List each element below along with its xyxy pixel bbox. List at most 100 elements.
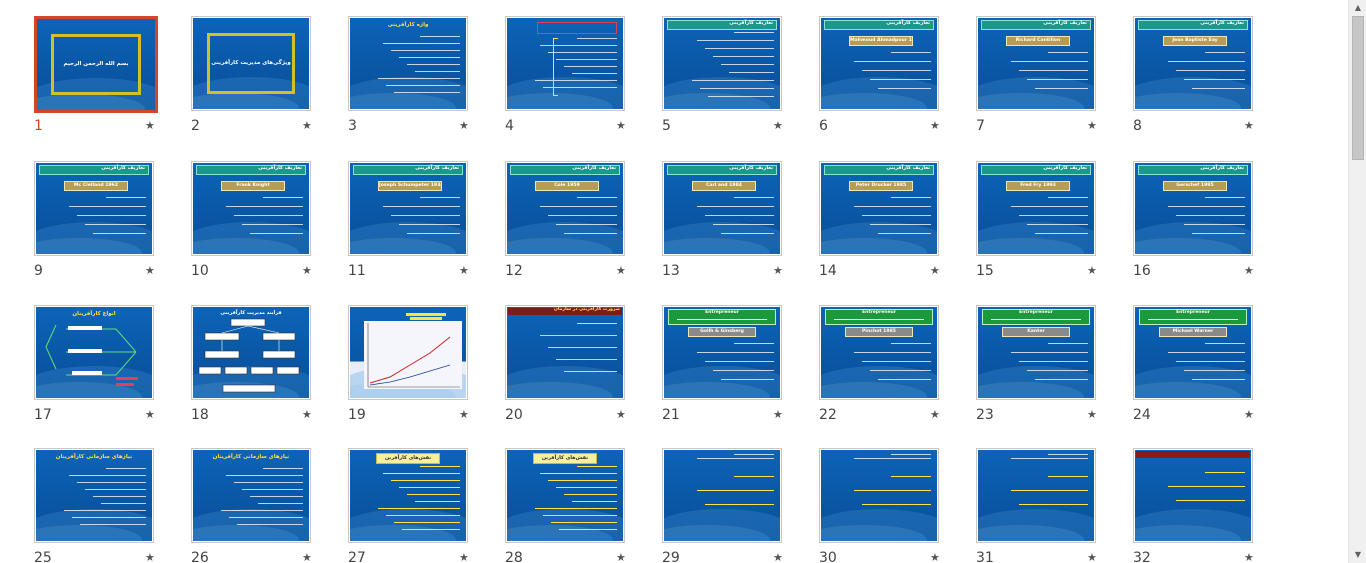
star-icon[interactable]: ★ <box>459 408 469 421</box>
slide-preview[interactable]: تعاریف کارآفرینی Mahmoud Ahmadpour 1998 <box>819 16 939 111</box>
slide-thumbnail[interactable]: ویژگی‌های مدیریت کارآفرینی 2 ★ <box>191 16 349 136</box>
star-icon[interactable]: ★ <box>1087 551 1097 563</box>
slide-thumbnail[interactable]: تعاریف کارآفرینی Fred Fry 1993 15 ★ <box>976 161 1134 281</box>
star-icon[interactable]: ★ <box>930 408 940 421</box>
star-icon[interactable]: ★ <box>302 264 312 277</box>
star-icon[interactable]: ★ <box>1087 408 1097 421</box>
slide-thumbnail[interactable]: انواع کارآفرینان 17 ★ <box>34 305 192 425</box>
slide-preview[interactable]: نقش‌های کارآفرین <box>348 448 468 543</box>
star-icon[interactable]: ★ <box>1087 264 1097 277</box>
slide-thumbnail[interactable]: تعاریف کارآفرینی Carl and 1984 13 ★ <box>662 161 820 281</box>
star-icon[interactable]: ★ <box>1087 119 1097 132</box>
star-icon[interactable]: ★ <box>302 119 312 132</box>
star-icon[interactable]: ★ <box>616 551 626 563</box>
slide-preview[interactable]: فرایند مدیریت کارآفرینی <box>191 305 311 400</box>
scroll-up-arrow-icon[interactable]: ▲ <box>1354 3 1362 12</box>
slide-preview[interactable]: Entrepreneur Pinchot 1985 <box>819 305 939 400</box>
slide-thumbnail[interactable]: 31 ★ <box>976 448 1134 563</box>
slide-preview[interactable]: تعاریف کارآفرینی Cole 1959 <box>505 161 625 256</box>
slide-preview[interactable]: تعاریف کارآفرینی Joseph Schumpeter 1934 <box>348 161 468 256</box>
slide-thumbnail[interactable]: 29 ★ <box>662 448 820 563</box>
slide-thumbnail[interactable]: تعاریف کارآفرینی 5 ★ <box>662 16 820 136</box>
slide-thumbnail[interactable]: تعاریف کارآفرینی Joseph Schumpeter 1934 11… <box>348 161 506 281</box>
slide-thumbnail[interactable]: Entrepreneur Gollh & Ginsberg 21 ★ <box>662 305 820 425</box>
star-icon[interactable]: ★ <box>459 264 469 277</box>
star-icon[interactable]: ★ <box>1244 264 1254 277</box>
slide-preview[interactable]: نیازهای سازمانی کارآفرینان <box>34 448 154 543</box>
slide-preview[interactable] <box>819 448 939 543</box>
slide-preview[interactable]: تعاریف کارآفرینی Richard Cantillon <box>976 16 1096 111</box>
slide-preview[interactable]: تعاریف کارآفرینی Fred Fry 1993 <box>976 161 1096 256</box>
slide-preview[interactable] <box>505 16 625 111</box>
slide-preview[interactable] <box>976 448 1096 543</box>
slide-thumbnail[interactable]: نقش‌های کارآفرین 28 ★ <box>505 448 663 563</box>
slide-preview[interactable]: ویژگی‌های مدیریت کارآفرینی <box>191 16 311 111</box>
star-icon[interactable]: ★ <box>930 264 940 277</box>
star-icon[interactable]: ★ <box>930 551 940 563</box>
star-icon[interactable]: ★ <box>1244 551 1254 563</box>
star-icon[interactable]: ★ <box>145 551 155 563</box>
slide-thumbnail[interactable]: تعاریف کارآفرینی Richard Cantillon 7 ★ <box>976 16 1134 136</box>
star-icon[interactable]: ★ <box>459 119 469 132</box>
slide-thumbnail[interactable]: تعاریف کارآفرینی Peter Drucker 1985 14 ★ <box>819 161 977 281</box>
slide-preview[interactable]: تعاریف کارآفرینی Frank Knight <box>191 161 311 256</box>
slide-thumbnail[interactable]: 32 ★ <box>1133 448 1291 563</box>
star-icon[interactable]: ★ <box>930 119 940 132</box>
slide-preview[interactable]: تعاریف کارآفرینی Jean Baptiste Say <box>1133 16 1253 111</box>
slide-thumbnail[interactable]: تعاریف کارآفرینی Mc Clelland 1962 9 ★ <box>34 161 192 281</box>
vertical-scrollbar[interactable]: ▲ ▼ <box>1348 0 1366 563</box>
slide-preview[interactable]: Entrepreneur Gollh & Ginsberg <box>662 305 782 400</box>
slide-preview[interactable]: تعاریف کارآفرینی Peter Drucker 1985 <box>819 161 939 256</box>
slide-thumbnail[interactable]: تعاریف کارآفرینی Jean Baptiste Say 8 ★ <box>1133 16 1291 136</box>
star-icon[interactable]: ★ <box>616 264 626 277</box>
slide-thumbnail[interactable]: تعاریف کارآفرینی Frank Knight 10 ★ <box>191 161 349 281</box>
star-icon[interactable]: ★ <box>145 264 155 277</box>
star-icon[interactable]: ★ <box>616 408 626 421</box>
star-icon[interactable]: ★ <box>302 408 312 421</box>
star-icon[interactable]: ★ <box>773 264 783 277</box>
star-icon[interactable]: ★ <box>616 119 626 132</box>
slide-preview[interactable]: تعاریف کارآفرینی Carl and 1984 <box>662 161 782 256</box>
slide-thumbnail[interactable]: ضرورت کارآفرینی در سازمان 20 ★ <box>505 305 663 425</box>
slide-preview[interactable]: انواع کارآفرینان <box>34 305 154 400</box>
slide-preview[interactable]: تعاریف کارآفرینی <box>662 16 782 111</box>
slide-preview[interactable]: تعاریف کارآفرینی Gerschef 1995 <box>1133 161 1253 256</box>
star-icon[interactable]: ★ <box>773 551 783 563</box>
slide-thumbnail[interactable]: نیازهای سازمانی کارآفرینان 26 ★ <box>191 448 349 563</box>
slide-thumbnail[interactable]: فرایند مدیریت کارآفرینی 18 ★ <box>191 305 349 425</box>
star-icon[interactable]: ★ <box>1244 408 1254 421</box>
slide-preview[interactable]: نقش‌های کارآفرین <box>505 448 625 543</box>
slide-preview[interactable] <box>348 305 468 400</box>
star-icon[interactable]: ★ <box>145 119 155 132</box>
slide-preview[interactable]: بسم الله الرحمن الرحيم <box>34 16 158 113</box>
slide-preview[interactable]: Entrepreneur Kanter <box>976 305 1096 400</box>
star-icon[interactable]: ★ <box>145 408 155 421</box>
slide-thumbnail[interactable]: تعاریف کارآفرینی Gerschef 1995 16 ★ <box>1133 161 1291 281</box>
slide-preview[interactable]: Entrepreneur Michael Warner <box>1133 305 1253 400</box>
slide-thumbnail[interactable]: تعاریف کارآفرینی Cole 1959 12 ★ <box>505 161 663 281</box>
slide-thumbnail[interactable]: تعاریف کارآفرینی Mahmoud Ahmadpour 1998 6 ★ <box>819 16 977 136</box>
slide-preview[interactable]: واژه کارآفرینی <box>348 16 468 111</box>
slide-thumbnail[interactable]: نیازهای سازمانی کارآفرینان 25 ★ <box>34 448 192 563</box>
star-icon[interactable]: ★ <box>773 408 783 421</box>
slide-thumbnail[interactable]: Entrepreneur Pinchot 1985 22 ★ <box>819 305 977 425</box>
slide-thumbnail[interactable]: واژه کارآفرینی 3 ★ <box>348 16 506 136</box>
scroll-down-arrow-icon[interactable]: ▼ <box>1354 550 1362 559</box>
slide-preview[interactable]: نیازهای سازمانی کارآفرینان <box>191 448 311 543</box>
slide-preview[interactable]: ضرورت کارآفرینی در سازمان <box>505 305 625 400</box>
star-icon[interactable]: ★ <box>773 119 783 132</box>
slide-thumbnail[interactable]: 30 ★ <box>819 448 977 563</box>
slide-preview[interactable] <box>662 448 782 543</box>
slide-thumbnail[interactable]: نقش‌های کارآفرین 27 ★ <box>348 448 506 563</box>
star-icon[interactable]: ★ <box>1244 119 1254 132</box>
slide-thumbnail[interactable]: 19 ★ <box>348 305 506 425</box>
star-icon[interactable]: ★ <box>459 551 469 563</box>
star-icon[interactable]: ★ <box>302 551 312 563</box>
slide-thumbnail[interactable]: Entrepreneur Michael Warner 24 ★ <box>1133 305 1291 425</box>
slide-thumbnail[interactable]: Entrepreneur Kanter 23 ★ <box>976 305 1134 425</box>
slide-thumbnail[interactable]: بسم الله الرحمن الرحيم 1 ★ <box>34 16 192 136</box>
slide-preview[interactable] <box>1133 448 1253 543</box>
slide-thumbnail[interactable]: 4 ★ <box>505 16 663 136</box>
scrollbar-thumb[interactable] <box>1352 16 1364 160</box>
slide-preview[interactable]: تعاریف کارآفرینی Mc Clelland 1962 <box>34 161 154 256</box>
